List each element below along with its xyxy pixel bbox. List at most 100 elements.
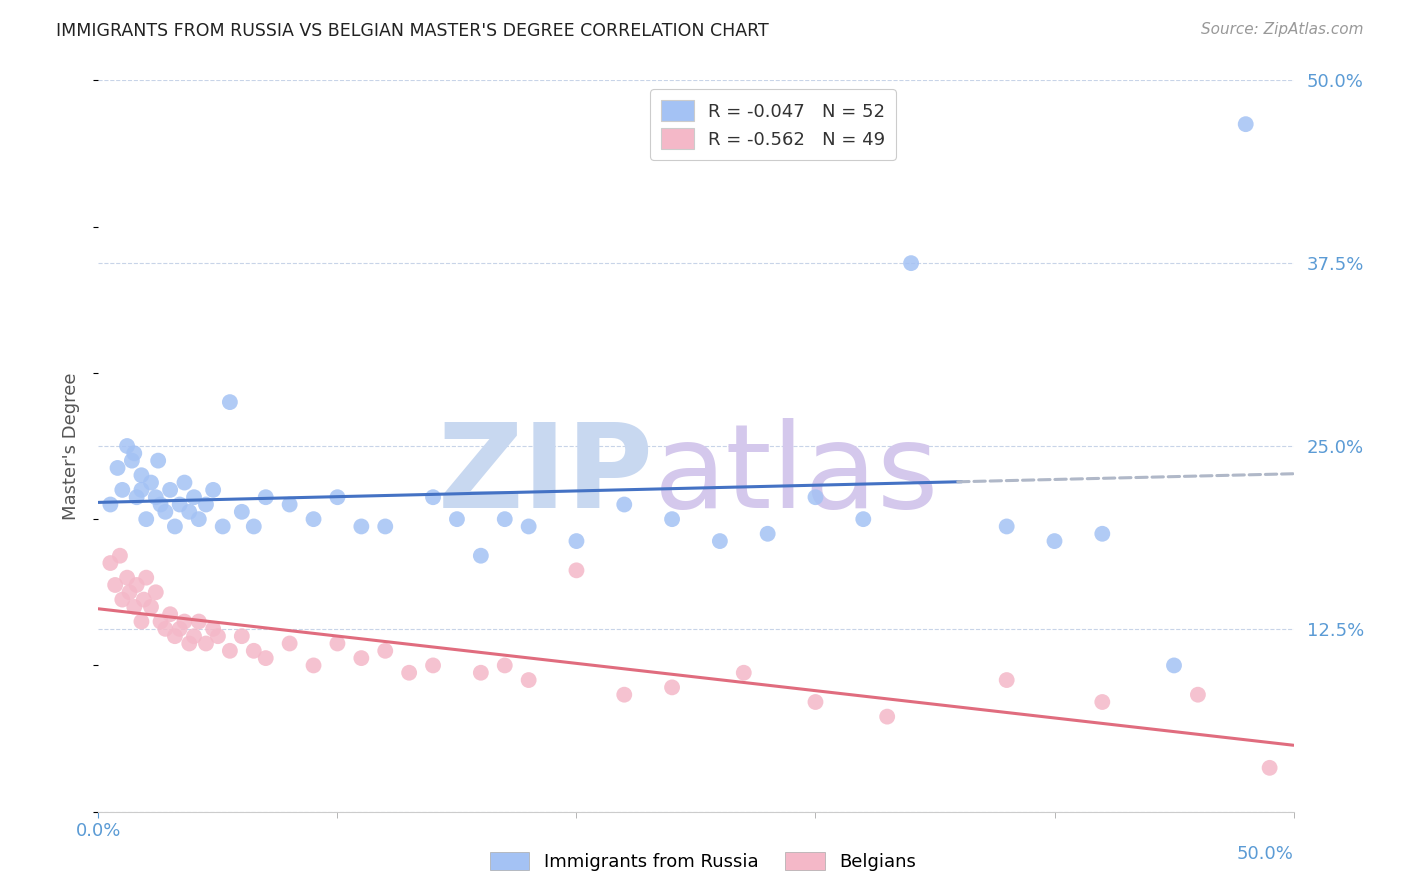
Point [121, 453, 143, 467]
Point [104, 578, 127, 592]
Point [804, 695, 827, 709]
Point [900, 256, 922, 270]
Point [470, 665, 492, 680]
Point [1187, 688, 1209, 702]
Point [139, 475, 162, 490]
Point [187, 615, 209, 629]
Point [446, 512, 468, 526]
Text: atlas: atlas [654, 417, 939, 533]
Text: ZIP: ZIP [439, 417, 654, 533]
Point [374, 644, 396, 658]
Point [254, 490, 277, 504]
Point [111, 483, 134, 497]
Point [1091, 695, 1114, 709]
Point [756, 526, 779, 541]
Point [173, 475, 195, 490]
Point [124, 599, 146, 614]
Point [302, 658, 325, 673]
Point [733, 665, 755, 680]
Point [1258, 761, 1281, 775]
Point [98, 498, 122, 512]
Point [398, 665, 420, 680]
Point [187, 512, 209, 526]
Legend: R = -0.047   N = 52, R = -0.562   N = 49: R = -0.047 N = 52, R = -0.562 N = 49 [651, 89, 896, 160]
Point [326, 490, 349, 504]
Point [1091, 526, 1114, 541]
Point [1043, 534, 1066, 549]
Point [163, 519, 186, 533]
Point [155, 622, 177, 636]
Point [231, 505, 253, 519]
Point [139, 599, 162, 614]
Point [243, 644, 266, 658]
Point [613, 498, 636, 512]
Point [278, 498, 301, 512]
Point [661, 681, 683, 695]
Point [145, 490, 167, 504]
Point [709, 534, 731, 549]
Point [125, 578, 148, 592]
Point [202, 622, 225, 636]
Point [98, 556, 122, 570]
Point [661, 512, 683, 526]
Point [219, 644, 242, 658]
Point [131, 483, 153, 497]
Point [565, 563, 588, 577]
Point [118, 585, 141, 599]
Point [115, 439, 138, 453]
Point [173, 615, 195, 629]
Point [125, 490, 148, 504]
Point [183, 629, 205, 643]
Point [876, 709, 898, 723]
Point [470, 549, 492, 563]
Point [211, 519, 233, 533]
Legend: Immigrants from Russia, Belgians: Immigrants from Russia, Belgians [482, 845, 924, 879]
Point [183, 490, 205, 504]
Point [804, 490, 827, 504]
Text: IMMIGRANTS FROM RUSSIA VS BELGIAN MASTER'S DEGREE CORRELATION CHART: IMMIGRANTS FROM RUSSIA VS BELGIAN MASTER… [56, 22, 769, 40]
Point [135, 512, 157, 526]
Point [155, 505, 177, 519]
Y-axis label: Master's Degree: Master's Degree [62, 372, 80, 520]
Point [179, 636, 201, 650]
Point [194, 498, 218, 512]
Point [374, 519, 396, 533]
Point [254, 651, 277, 665]
Point [207, 629, 229, 643]
Point [135, 571, 157, 585]
Point [852, 512, 875, 526]
Point [149, 615, 172, 629]
Point [326, 636, 349, 650]
Point [219, 395, 242, 409]
Point [231, 629, 253, 643]
Point [169, 622, 191, 636]
Point [111, 592, 134, 607]
Point [115, 571, 138, 585]
Text: 50.0%: 50.0% [1237, 845, 1294, 863]
Point [159, 483, 181, 497]
Point [422, 490, 444, 504]
Point [163, 629, 186, 643]
Point [517, 519, 540, 533]
Point [194, 636, 218, 650]
Point [422, 658, 444, 673]
Text: Source: ZipAtlas.com: Source: ZipAtlas.com [1201, 22, 1364, 37]
Point [302, 512, 325, 526]
Point [995, 519, 1018, 533]
Point [132, 592, 155, 607]
Point [107, 461, 129, 475]
Point [159, 607, 181, 622]
Point [278, 636, 301, 650]
Point [565, 534, 588, 549]
Point [145, 585, 167, 599]
Point [1234, 117, 1257, 131]
Point [131, 615, 153, 629]
Point [350, 519, 373, 533]
Point [995, 673, 1018, 687]
Point [494, 658, 516, 673]
Point [494, 512, 516, 526]
Point [517, 673, 540, 687]
Point [613, 688, 636, 702]
Point [149, 498, 172, 512]
Point [179, 505, 201, 519]
